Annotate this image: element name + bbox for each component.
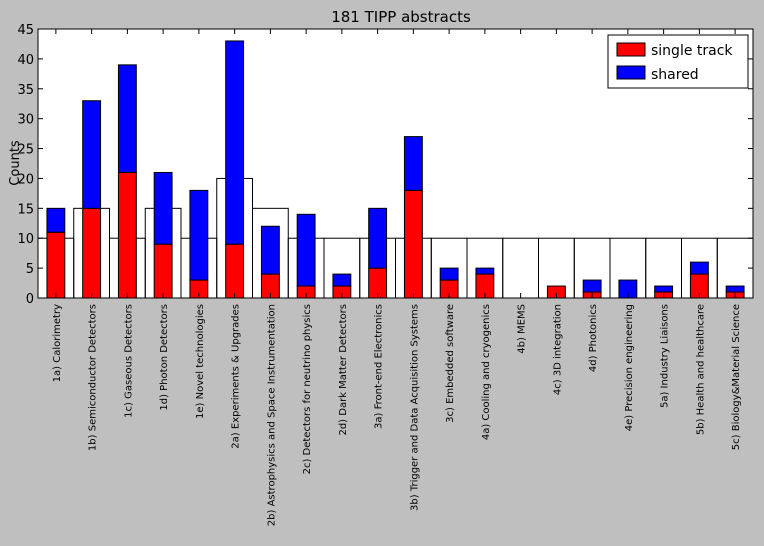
x-tick-label: 5a) Industry Liaisons: [660, 304, 671, 408]
y-tick-label: 0: [26, 292, 34, 307]
bar-shared: [689, 261, 709, 275]
bar-single-track: [403, 189, 423, 299]
y-tick-label: 25: [17, 143, 34, 158]
bar-single-track: [82, 207, 102, 299]
x-tick-label: 2a) Experiments & Upgrades: [231, 304, 242, 449]
x-tick-label: 2c) Detectors for neutrino physics: [302, 304, 313, 474]
legend-label-single-track: single track: [651, 43, 733, 59]
y-tick-label: 45: [17, 23, 34, 38]
bar-shared: [46, 207, 66, 233]
bar-shared: [117, 64, 137, 173]
bar-shared: [475, 267, 495, 275]
x-tick-label: 4c) 3D integration: [552, 304, 563, 395]
x-tick-label: 3a) Front-end Electronics: [374, 304, 385, 429]
legend-swatch-single-track: [616, 42, 646, 57]
y-tick-label: 40: [17, 53, 34, 68]
bar-shared: [582, 279, 602, 293]
y-axis-label: Counts: [8, 140, 23, 186]
legend: single track shared: [607, 34, 749, 89]
x-tick-label: 4d) Photonics: [588, 304, 599, 372]
bar-single-track: [117, 171, 137, 299]
y-tick-label: 35: [17, 83, 34, 98]
x-tick-label: 4e) Precision engineering: [624, 304, 635, 431]
y-tick-label: 20: [17, 172, 34, 187]
bar-single-track: [153, 243, 173, 299]
bar-shared: [189, 189, 209, 281]
chart-title: 181 TIPP abstracts: [331, 8, 471, 26]
x-tick-label: 2d) Dark Matter Detectors: [338, 304, 349, 436]
y-tick-label: 10: [17, 232, 34, 247]
bar-shared: [296, 213, 316, 287]
bar-shared: [332, 273, 352, 287]
bar-shared: [260, 225, 280, 275]
bar-shared: [153, 171, 173, 245]
x-tick-label: 1c) Gaseous Detectors: [123, 304, 134, 418]
x-tick-label: 1a) Calorimetry: [52, 304, 63, 382]
x-tick-label: 4a) Cooling and cryogenics: [481, 304, 492, 440]
bar-single-track: [225, 243, 245, 299]
bar-single-track: [46, 231, 66, 299]
bar-shared: [439, 267, 459, 281]
y-tick-label: 15: [17, 202, 34, 217]
x-tick-label: 1e) Novel technologies: [195, 304, 206, 419]
bar-shared: [82, 100, 102, 209]
x-tick-label: 2b) Astrophysics and Space Instrumentati…: [266, 304, 277, 526]
bar-shared: [368, 207, 388, 269]
bar-shared: [654, 285, 674, 293]
legend-swatch-shared: [616, 65, 646, 80]
x-tick-label: 1d) Photon Detectors: [159, 304, 170, 411]
x-tick-label: 1b) Semiconductor Detectors: [88, 304, 99, 451]
plot-frame: [37, 28, 754, 299]
y-tick-label: 30: [17, 113, 34, 128]
bar-shared: [403, 136, 423, 191]
x-tick-label: 3b) Trigger and Data Acquisition Systems: [409, 304, 420, 511]
x-tick-label: 3c) Embedded software: [445, 304, 456, 423]
bar-shared: [725, 285, 745, 293]
x-tick-label: 5c) Biology&Material Science: [731, 304, 742, 450]
x-tick-label: 5b) Health and healthcare: [695, 304, 706, 435]
legend-label-shared: shared: [651, 67, 699, 83]
y-tick-label: 5: [26, 262, 34, 277]
bar-shared: [225, 40, 245, 245]
x-tick-label: 4b) MEMS: [517, 304, 528, 354]
